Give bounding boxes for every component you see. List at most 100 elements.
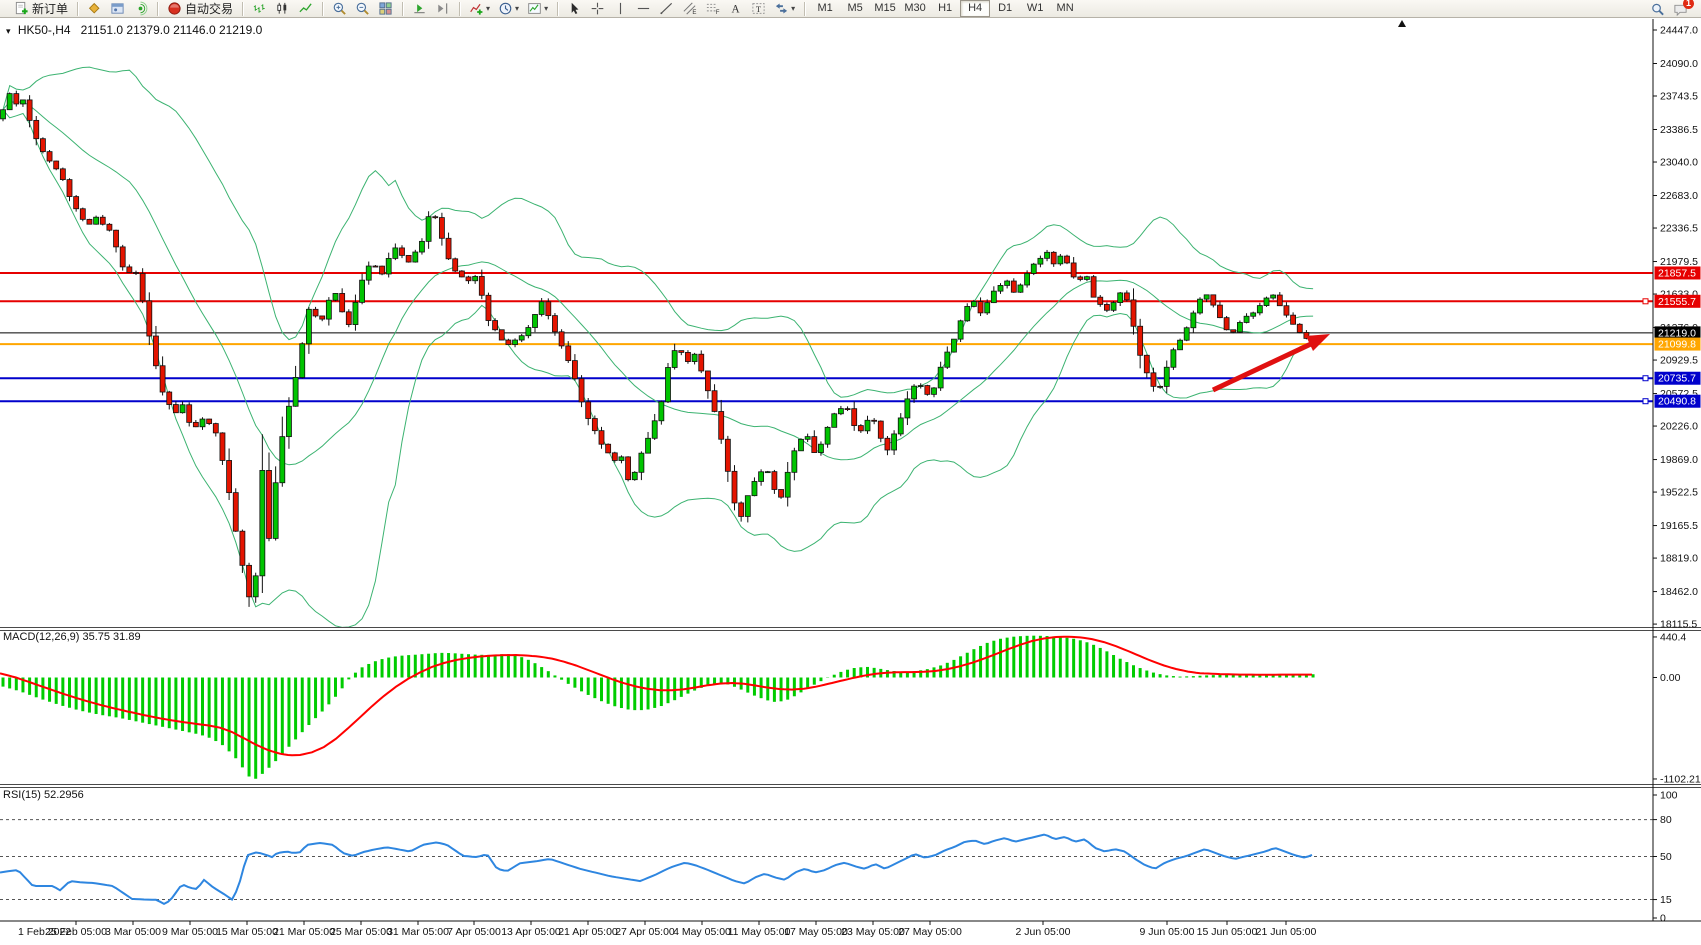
toolbar-separator — [459, 1, 461, 16]
macd-signal-line — [0, 635, 1312, 757]
price-tick-label: 18115.5 — [1660, 619, 1697, 631]
bar-chart-mode-icon — [253, 4, 265, 13]
chart-shift-button[interactable] — [432, 0, 453, 18]
autotrading-button[interactable]: 自动交易 — [164, 0, 236, 18]
timeframe-h1-button[interactable]: H1 — [938, 2, 953, 14]
text-label-button[interactable]: T — [748, 0, 769, 18]
price-tick-label: 21979.5 — [1660, 256, 1698, 268]
timeframe-w1-button[interactable]: W1 — [1026, 2, 1044, 14]
rsi-line — [0, 833, 1313, 906]
candlesticks — [0, 90, 1316, 607]
toolbar-separator — [157, 1, 159, 16]
timeframe-m5-button[interactable]: M5 — [847, 2, 863, 14]
price-tick-label: 23386.5 — [1660, 124, 1698, 136]
text-label-icon: T — [752, 3, 765, 14]
candle-chart-mode-button[interactable] — [272, 0, 293, 18]
time-axis-label: 31 Mar 05:00 — [387, 926, 449, 938]
timeframe-m1-button[interactable]: M1 — [817, 2, 833, 14]
arrows-tool-button[interactable]: ▾ — [771, 0, 798, 18]
rsi-indicator-label: RSI(15) 52.2956 — [3, 789, 84, 801]
arrows-tool-icon — [775, 3, 788, 14]
time-axis-label: 21 Jun 05:00 — [1256, 926, 1317, 938]
periods-button[interactable]: ▾ — [495, 0, 522, 18]
bollinger-lower-band — [2, 109, 1314, 627]
zoom-out-button[interactable] — [352, 0, 373, 18]
data-window-button[interactable] — [107, 0, 128, 18]
trendline-button[interactable] — [656, 0, 677, 18]
price-tick-label: 23040.0 — [1660, 157, 1698, 169]
timeframe-mn-button[interactable]: MN — [1056, 2, 1074, 14]
time-axis-label: 17 May 05:00 — [784, 926, 848, 938]
candle-chart-mode-icon — [277, 2, 287, 14]
svg-text:21555.7: 21555.7 — [1658, 296, 1696, 308]
timeframe-h4-button[interactable]: H4 — [960, 0, 991, 17]
toolbar-separator — [402, 1, 404, 16]
text-button[interactable]: A — [725, 0, 746, 18]
cursor-button[interactable] — [564, 0, 585, 18]
price-panel[interactable] — [0, 66, 1653, 627]
price-tick-label: 18819.0 — [1660, 553, 1698, 565]
time-axis-label: 21 Apr 05:00 — [558, 926, 618, 938]
market-watch-button[interactable] — [84, 0, 105, 18]
svg-text:21099.8: 21099.8 — [1658, 339, 1696, 351]
equidistant-channel-button[interactable]: E — [679, 0, 700, 18]
vertical-line-button[interactable] — [610, 0, 631, 18]
scroll-marker-icon[interactable] — [1398, 20, 1406, 27]
trend-arrow[interactable] — [1211, 334, 1330, 393]
svg-text:T: T — [756, 4, 761, 14]
rsi-panel[interactable] — [0, 819, 1653, 906]
macd-axis-label: 440.4 — [1660, 631, 1686, 643]
zoom-in-button[interactable] — [329, 0, 350, 18]
indicators-icon — [470, 3, 483, 15]
chart-symbol-period: HK50-,H4 — [17, 23, 71, 37]
market-watch-icon — [88, 2, 100, 14]
arrows-tool-caret-icon: ▾ — [791, 4, 796, 13]
svg-text:20735.7: 20735.7 — [1658, 373, 1696, 385]
navigator-button[interactable] — [130, 0, 151, 18]
time-axis-label: 27 Apr 05:00 — [615, 926, 675, 938]
price-tag-21099.8: 21099.8 — [1654, 337, 1701, 351]
crosshair-icon — [591, 2, 604, 15]
crosshair-button[interactable] — [587, 0, 608, 18]
bar-chart-mode-button[interactable] — [249, 0, 270, 18]
line-chart-mode-button[interactable] — [295, 0, 316, 18]
timeframe-m15-button[interactable]: M15 — [874, 2, 896, 14]
zoom-in-icon — [333, 2, 346, 15]
price-tick-label: 20929.5 — [1660, 355, 1698, 367]
toolbar-separator — [77, 1, 79, 16]
fibonacci-button[interactable]: F — [702, 0, 723, 18]
time-axis-label: 15 Jun 05:00 — [1197, 926, 1258, 938]
rsi-axis-label: 80 — [1660, 814, 1672, 826]
chart-ohlc-values: 21151.0 21379.0 21146.0 21219.0 — [80, 23, 263, 37]
time-axis-label: 11 May 05:00 — [728, 926, 791, 938]
timeframe-d1-button[interactable]: D1 — [998, 2, 1013, 14]
timeframe-m30-button[interactable]: M30 — [904, 2, 926, 14]
time-axis-label: 21 Mar 05:00 — [273, 926, 335, 938]
templates-button[interactable]: ▾ — [524, 0, 551, 18]
data-window-icon — [111, 3, 124, 14]
indicators-caret-icon: ▾ — [486, 4, 491, 13]
chat-button[interactable]: 1 — [1670, 0, 1694, 18]
tile-windows-button[interactable] — [375, 0, 396, 18]
search-button[interactable] — [1647, 0, 1668, 18]
line-chart-mode-icon — [299, 3, 312, 13]
trendline-icon — [660, 2, 673, 15]
svg-text:21857.5: 21857.5 — [1658, 267, 1696, 279]
time-axis-label: 3 Mar 05:00 — [105, 926, 161, 938]
horizontal-line-button[interactable] — [633, 0, 654, 18]
price-tick-label: 22683.0 — [1660, 190, 1698, 202]
price-tag-20490.8: 20490.8 — [1642, 394, 1701, 408]
time-axis-label: 2 Jun 05:00 — [1016, 926, 1071, 938]
auto-scroll-button[interactable] — [409, 0, 430, 18]
price-tick-label: 23743.5 — [1660, 91, 1698, 103]
price-tick-label: 20226.0 — [1660, 421, 1698, 433]
chart-canvas[interactable]: 24447.0 24090.0 23743.5 23386.5 23040.0 22683… — [0, 18, 1701, 945]
new-order-button[interactable]: 新订单 — [11, 0, 71, 18]
chart-menu-caret-icon[interactable]: ▾ — [6, 26, 11, 36]
toolbar: 新订单 自动交易 ▾ ▾ ▾ E F A T ▾ M1 M5 M15 M30 H1 H4 D1 W1 MN — [0, 0, 1701, 18]
macd-panel[interactable] — [0, 635, 1315, 779]
price-tick-label: 19165.5 — [1660, 520, 1698, 532]
indicators-button[interactable]: ▾ — [466, 0, 493, 18]
fibonacci-icon: F — [706, 3, 720, 16]
